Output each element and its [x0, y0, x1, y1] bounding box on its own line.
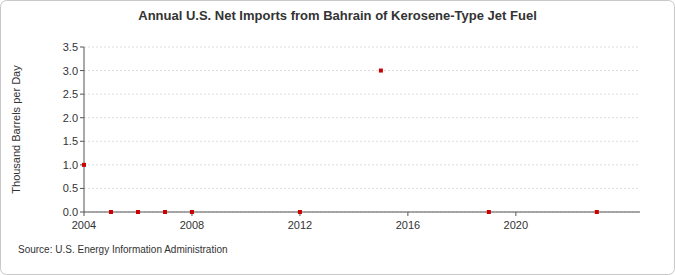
y-tick-label: 3.5 — [63, 41, 78, 53]
grid-line — [84, 164, 640, 165]
data-point — [595, 210, 599, 214]
x-tick — [84, 212, 85, 216]
y-tick-label: 2.5 — [63, 88, 78, 100]
y-tick — [80, 141, 84, 142]
y-tick-label: 0.0 — [63, 206, 78, 218]
title: Annual U.S. Net Imports from Bahrain of … — [138, 8, 537, 23]
y-tick — [80, 117, 84, 118]
x-tick-label: 2004 — [72, 219, 96, 231]
y-tick — [80, 70, 84, 71]
y-tick-label: 0.5 — [63, 182, 78, 194]
grid-line — [84, 141, 640, 142]
grid-line — [84, 188, 640, 189]
y-tick — [80, 212, 84, 213]
data-point — [487, 210, 491, 214]
y-axis-label: Thousand Barrels per Day — [10, 65, 22, 194]
y-tick — [80, 94, 84, 95]
data-point — [136, 210, 140, 214]
y-tick — [80, 188, 84, 189]
x-tick-label: 2008 — [180, 219, 204, 231]
plot-area — [82, 69, 599, 214]
y-axis — [84, 47, 85, 212]
y-tick-label: 1.0 — [63, 159, 78, 171]
data-point — [109, 210, 113, 214]
data-point — [298, 210, 302, 214]
y-tick-label: 3.0 — [63, 65, 78, 77]
source: Source: U.S. Energy Information Administ… — [18, 244, 228, 255]
chart: Annual U.S. Net Imports from Bahrain of … — [0, 0, 675, 275]
grid-line — [84, 94, 640, 95]
chart-border — [1, 1, 675, 275]
y-tick-label: 2.0 — [63, 112, 78, 124]
grid-line — [84, 212, 640, 213]
grid-line — [84, 47, 640, 48]
data-point — [190, 210, 194, 214]
data-point — [379, 69, 383, 73]
x-tick-label: 2012 — [288, 219, 312, 231]
y-tick — [80, 47, 84, 48]
data-point — [163, 210, 167, 214]
grid-line — [84, 117, 640, 118]
x-tick — [407, 212, 408, 216]
x-tick-label: 2020 — [504, 219, 528, 231]
x-tick — [515, 212, 516, 216]
x-tick-label: 2016 — [396, 219, 420, 231]
y-tick-label: 1.5 — [63, 135, 78, 147]
x-axis — [84, 212, 640, 213]
grid-line — [84, 70, 640, 71]
data-point — [82, 163, 86, 167]
